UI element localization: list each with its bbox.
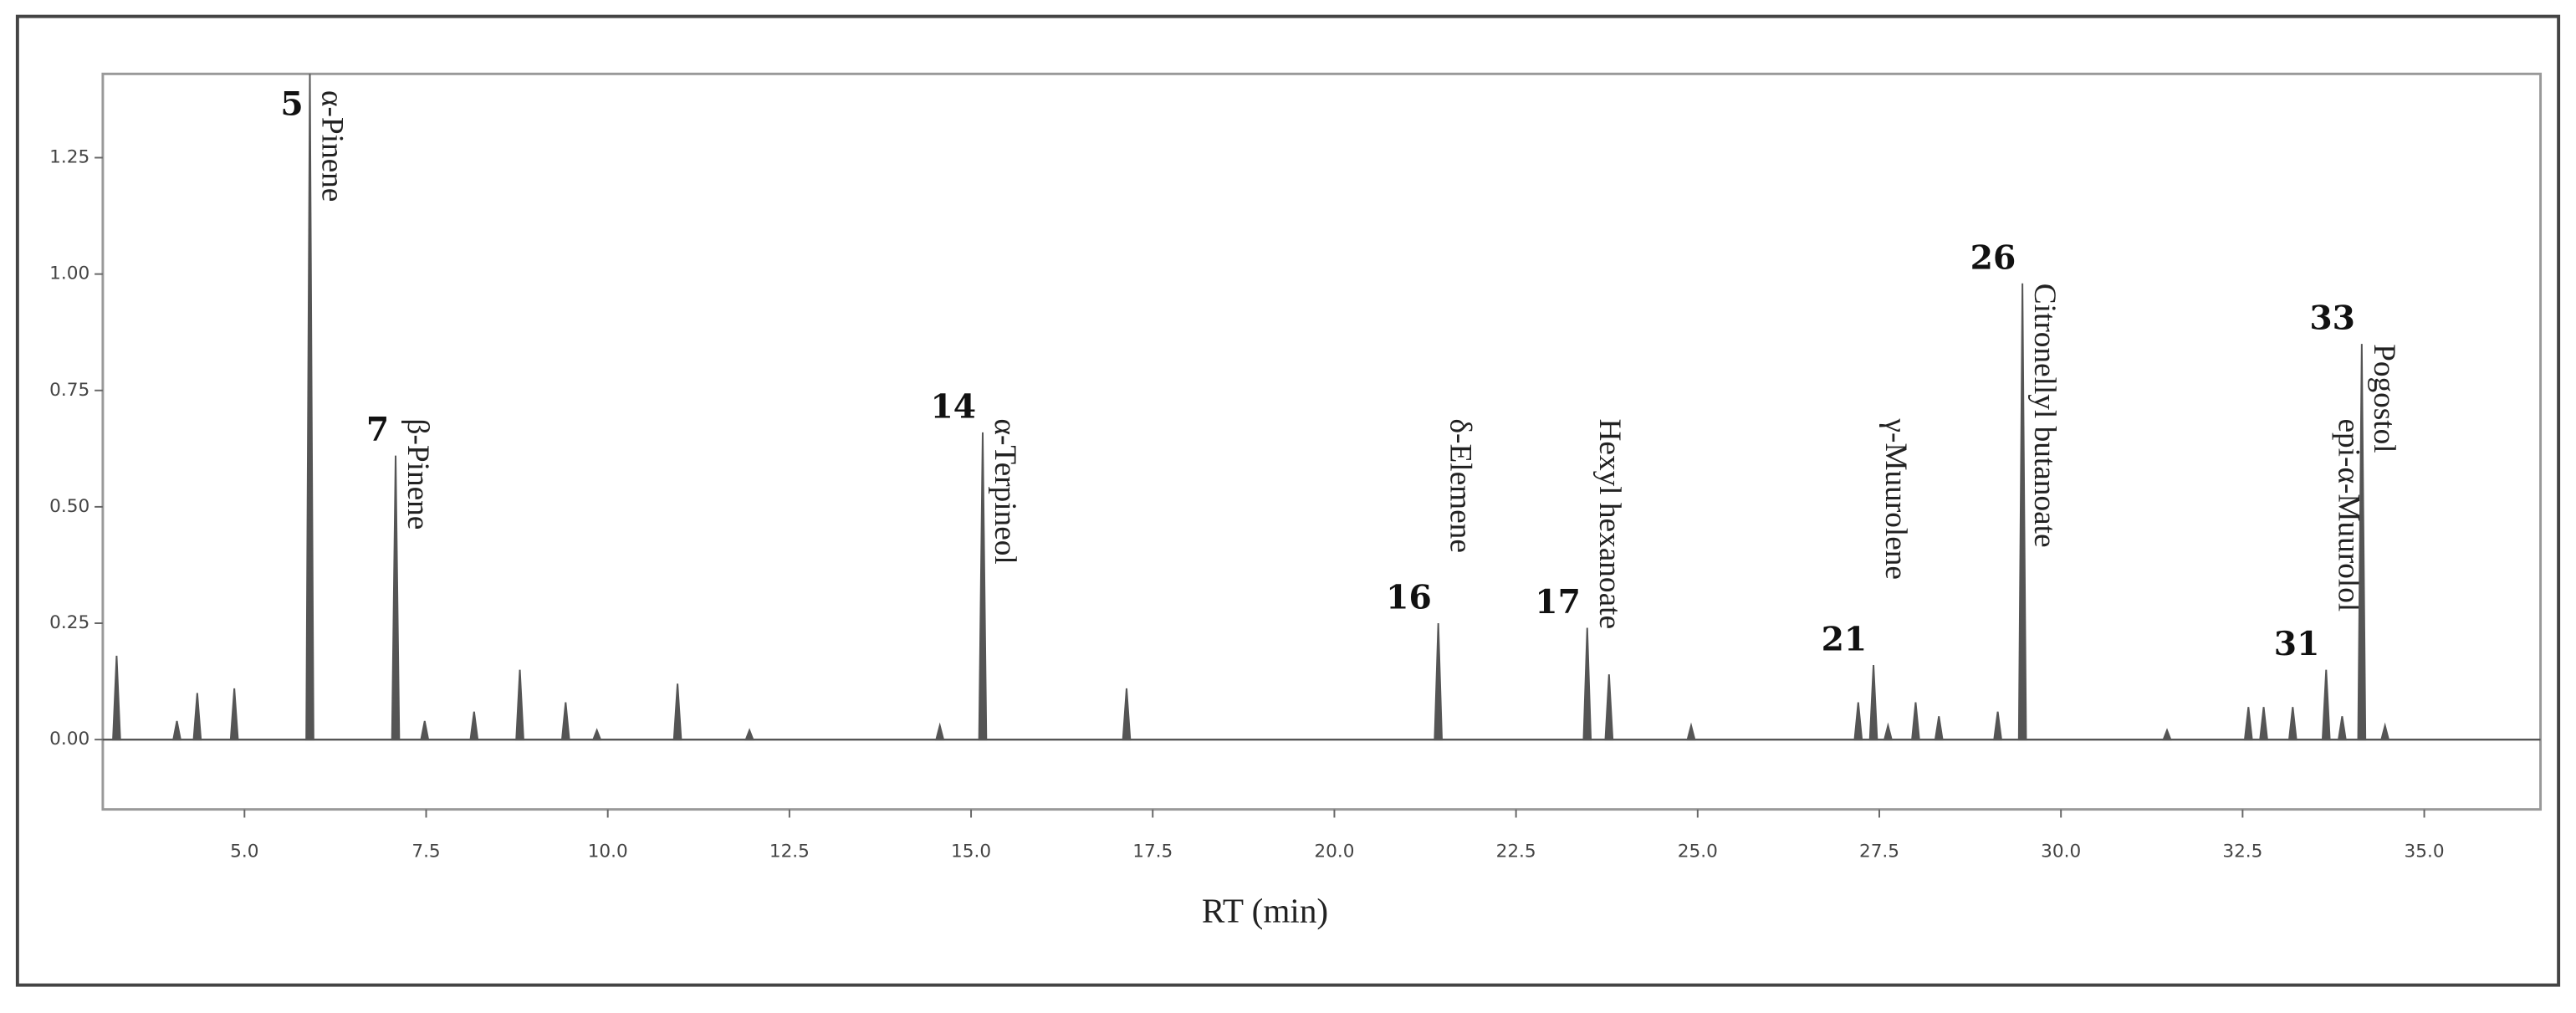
x-tick-label: 20.0 [1314,842,1354,862]
peak [1434,622,1443,741]
peak [1686,722,1696,741]
peak [1883,722,1893,741]
peak [420,720,430,741]
y-tick-label: 0.50 [49,496,89,517]
peak-number: 31 [2274,625,2320,663]
peak [1853,702,1863,741]
y-tick-label: 0.00 [49,729,89,750]
peak [2380,722,2390,741]
peak [192,693,202,741]
x-tick-label: 17.5 [1132,842,1173,862]
x-tick-label: 32.5 [2222,842,2262,862]
peak-name: Citronellyl butanoate [2027,284,2062,548]
peak-name: Hexyl hexanoate [1592,418,1627,629]
x-tick-label: 12.5 [769,842,810,862]
peak [935,722,945,741]
peak [1122,688,1132,741]
peak [1993,711,2003,741]
y-tick-label: 0.25 [49,612,89,633]
peak [172,720,182,741]
x-tick-label: 22.5 [1496,842,1536,862]
peak [2259,707,2268,741]
peak [469,711,479,741]
peak-name: β-Pinene [401,418,435,530]
peak-name: δ-Elemene [1444,418,1478,552]
peak [2337,716,2347,741]
peak [229,688,239,741]
peak-number: 7 [366,411,389,449]
peak [391,455,401,741]
outer-frame [15,14,2561,987]
peak [744,728,754,741]
peak-number: 26 [1970,238,2016,277]
peak [1911,702,1920,741]
peak [2243,707,2253,741]
peak-name: Pogostol [2367,344,2401,453]
peak-number: 21 [1822,621,1868,659]
y-tick-label: 1.00 [49,263,89,284]
peak [2357,344,2367,741]
peak [305,74,314,741]
peak [1934,716,1944,741]
x-tick-label: 35.0 [2405,842,2445,862]
x-tick-label: 7.5 [411,842,440,862]
peak [2017,283,2027,741]
peak-name: α-Terpineol [988,418,1022,564]
x-tick-label: 10.0 [588,842,628,862]
peak [1582,627,1592,741]
peak [2162,728,2172,741]
x-axis-label: RT (min) [1202,892,1328,931]
y-tick-label: 0.75 [49,380,89,401]
peak-name: α-Pinene [314,90,349,202]
peak-number: 17 [1535,583,1581,622]
peak [672,683,682,741]
plot-frame [101,72,2543,811]
peak [1868,665,1878,741]
peak [591,728,602,741]
peak [112,655,121,741]
y-tick-label: 1.25 [49,146,89,167]
peak [1604,674,1614,741]
peak-number: 14 [930,387,976,426]
peak-number: 33 [2309,299,2355,338]
x-tick-label: 15.0 [951,842,991,862]
x-tick-label: 30.0 [2041,842,2081,862]
peak-name: γ-Muurolene [1878,417,1913,579]
peak [2287,707,2297,741]
peak-number: 16 [1386,579,1432,617]
peak [978,432,988,741]
peak [560,702,570,741]
x-tick-label: 25.0 [1678,842,1718,862]
peak-number: 5 [280,85,303,124]
peak [515,669,524,741]
peak [2321,669,2331,741]
x-tick-label: 5.0 [230,842,258,862]
x-tick-label: 27.5 [1859,842,1899,862]
